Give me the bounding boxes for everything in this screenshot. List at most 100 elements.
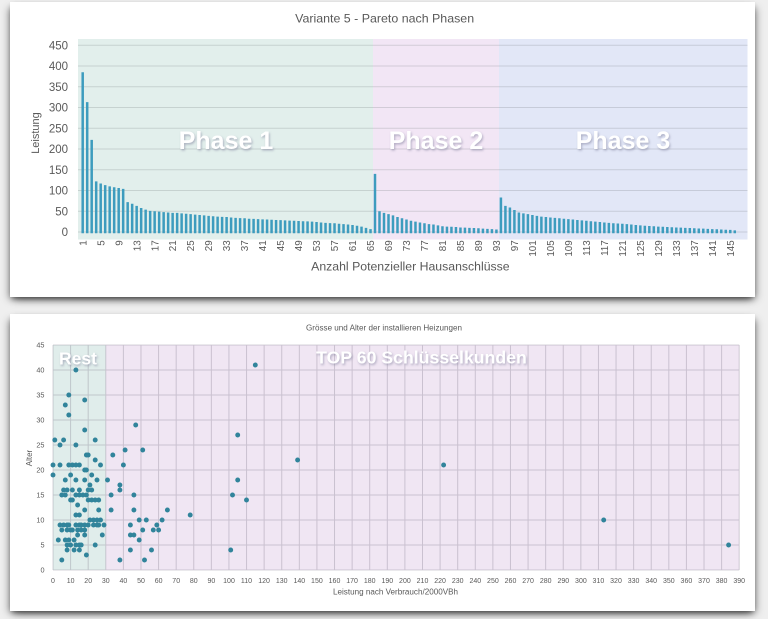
svg-text:41: 41 <box>258 240 269 251</box>
svg-text:300: 300 <box>575 578 587 585</box>
svg-text:350: 350 <box>49 82 68 94</box>
svg-text:110: 110 <box>241 578 252 585</box>
svg-text:Phase 3: Phase 3 <box>576 127 671 155</box>
svg-text:130: 130 <box>276 578 288 585</box>
svg-text:17: 17 <box>150 240 161 251</box>
svg-text:109: 109 <box>564 240 575 256</box>
svg-text:141: 141 <box>708 240 719 256</box>
svg-text:250: 250 <box>487 578 499 585</box>
svg-text:25: 25 <box>186 240 197 251</box>
svg-text:37: 37 <box>240 240 251 251</box>
svg-text:65: 65 <box>366 240 377 251</box>
svg-text:360: 360 <box>681 578 693 585</box>
svg-text:140: 140 <box>293 578 305 585</box>
svg-text:45: 45 <box>36 341 44 350</box>
svg-text:0: 0 <box>62 227 68 239</box>
svg-text:450: 450 <box>49 40 68 52</box>
svg-text:121: 121 <box>618 240 629 256</box>
svg-text:Leistung nach Verbrauch/2000VB: Leistung nach Verbrauch/2000VBh <box>333 587 458 596</box>
svg-text:69: 69 <box>384 240 395 251</box>
svg-text:Variante 5 - Pareto nach Phase: Variante 5 - Pareto nach Phasen <box>295 11 474 25</box>
svg-text:90: 90 <box>208 578 216 585</box>
svg-text:97: 97 <box>510 240 521 251</box>
svg-text:160: 160 <box>329 578 341 585</box>
svg-text:200: 200 <box>399 578 411 585</box>
svg-text:370: 370 <box>698 578 710 585</box>
svg-text:13: 13 <box>132 240 143 251</box>
svg-text:Alter: Alter <box>25 449 34 466</box>
svg-text:40: 40 <box>120 578 128 585</box>
svg-text:340: 340 <box>645 578 657 585</box>
svg-text:30: 30 <box>36 416 44 425</box>
svg-text:25: 25 <box>36 441 44 450</box>
svg-text:190: 190 <box>381 578 393 585</box>
svg-text:30: 30 <box>102 578 110 585</box>
svg-text:100: 100 <box>223 578 235 585</box>
svg-text:33: 33 <box>222 240 233 251</box>
svg-text:Leistung: Leistung <box>30 112 42 154</box>
svg-text:170: 170 <box>346 578 358 585</box>
svg-text:Anzahl Potenzieller Hausanschl: Anzahl Potenzieller Hausanschlüsse <box>311 259 510 273</box>
svg-text:45: 45 <box>276 240 287 251</box>
svg-text:21: 21 <box>168 240 179 251</box>
svg-text:0: 0 <box>51 578 55 585</box>
svg-text:29: 29 <box>204 240 215 251</box>
svg-text:330: 330 <box>628 578 640 585</box>
svg-text:61: 61 <box>348 240 359 251</box>
svg-text:70: 70 <box>172 578 180 585</box>
svg-text:10: 10 <box>36 516 44 525</box>
svg-text:5: 5 <box>40 541 44 550</box>
svg-text:390: 390 <box>733 578 745 585</box>
svg-text:20: 20 <box>84 578 92 585</box>
svg-text:Phase 1: Phase 1 <box>179 127 274 155</box>
svg-text:400: 400 <box>49 61 68 73</box>
svg-text:180: 180 <box>364 578 376 585</box>
svg-text:1: 1 <box>78 240 89 245</box>
svg-text:300: 300 <box>49 103 68 115</box>
svg-text:380: 380 <box>716 578 728 585</box>
svg-text:93: 93 <box>492 240 503 251</box>
svg-text:290: 290 <box>557 578 569 585</box>
svg-text:145: 145 <box>726 240 737 257</box>
svg-text:40: 40 <box>36 366 44 375</box>
svg-text:270: 270 <box>522 578 534 585</box>
svg-text:20: 20 <box>36 466 44 475</box>
svg-text:35: 35 <box>36 391 44 400</box>
svg-text:15: 15 <box>36 491 44 500</box>
svg-text:129: 129 <box>654 240 665 256</box>
svg-text:Rest: Rest <box>59 349 97 369</box>
svg-text:150: 150 <box>311 578 323 585</box>
svg-text:81: 81 <box>438 240 449 251</box>
svg-text:310: 310 <box>593 578 605 585</box>
svg-text:117: 117 <box>600 240 611 256</box>
svg-text:53: 53 <box>312 240 323 251</box>
svg-text:230: 230 <box>452 578 464 585</box>
svg-text:320: 320 <box>610 578 622 585</box>
svg-text:TOP 60 Schlüsselkunden: TOP 60 Schlüsselkunden <box>316 348 527 368</box>
svg-text:100: 100 <box>49 186 68 198</box>
svg-text:Grösse und Alter der installie: Grösse und Alter der installieren Heizun… <box>306 324 462 333</box>
svg-text:220: 220 <box>434 578 446 585</box>
svg-text:240: 240 <box>469 578 481 585</box>
svg-text:60: 60 <box>155 578 163 585</box>
svg-text:210: 210 <box>417 578 429 585</box>
svg-text:120: 120 <box>258 578 270 585</box>
svg-text:85: 85 <box>456 240 467 251</box>
svg-text:101: 101 <box>528 240 539 256</box>
svg-text:260: 260 <box>505 578 517 585</box>
svg-text:50: 50 <box>55 206 68 218</box>
svg-text:125: 125 <box>636 240 647 257</box>
svg-text:49: 49 <box>294 240 305 251</box>
svg-text:150: 150 <box>49 165 68 177</box>
svg-text:Phase 2: Phase 2 <box>389 127 484 155</box>
svg-text:5: 5 <box>96 240 107 246</box>
svg-text:0: 0 <box>40 566 44 575</box>
svg-text:133: 133 <box>672 240 683 257</box>
svg-text:89: 89 <box>474 240 485 251</box>
svg-text:9: 9 <box>114 240 125 245</box>
svg-text:105: 105 <box>546 240 557 257</box>
svg-text:137: 137 <box>690 240 701 256</box>
svg-text:280: 280 <box>540 578 552 585</box>
svg-text:50: 50 <box>137 578 145 585</box>
svg-text:200: 200 <box>49 144 68 156</box>
